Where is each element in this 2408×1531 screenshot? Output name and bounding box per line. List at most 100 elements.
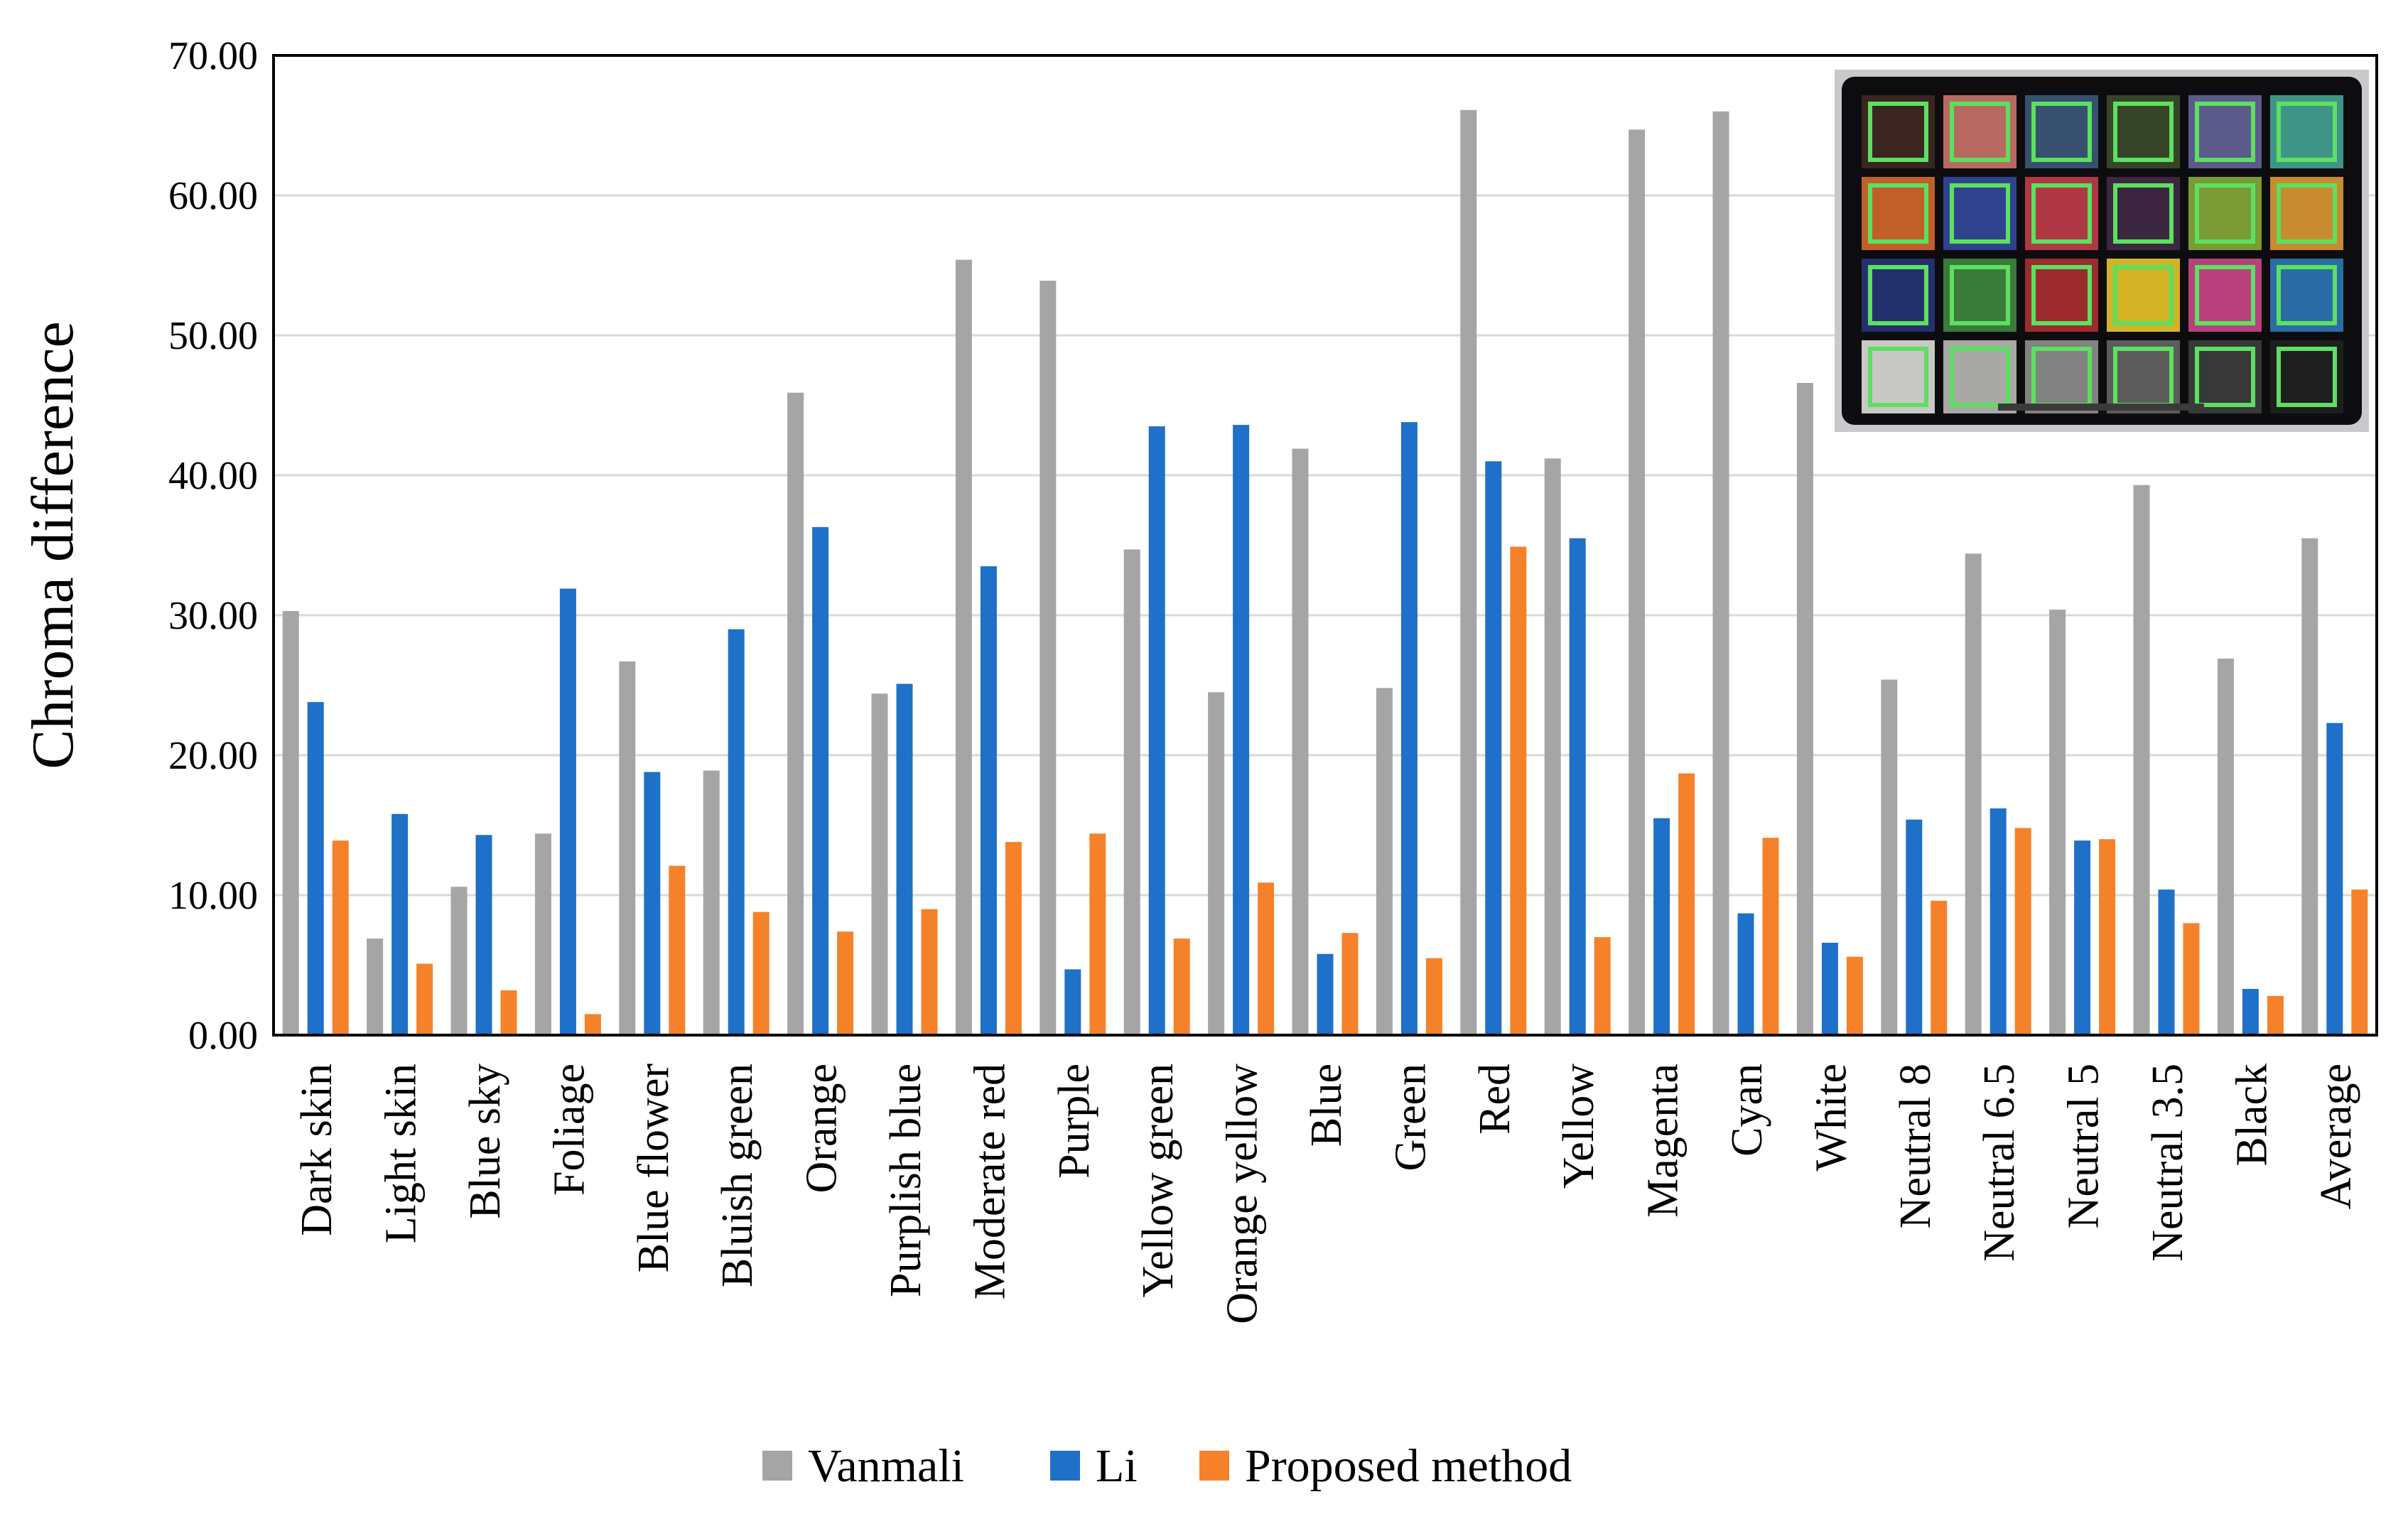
x-category-label: Average	[2312, 1064, 2360, 1209]
bar	[896, 683, 913, 1035]
patch-outline	[1950, 102, 2010, 162]
color-patch	[2188, 95, 2262, 168]
y-axis-title: Chroma difference	[20, 321, 86, 769]
color-patch	[1943, 340, 2016, 413]
color-patch	[2025, 259, 2098, 332]
bar	[1425, 958, 1442, 1035]
bar	[2242, 988, 2259, 1035]
color-patch	[2188, 177, 2262, 250]
patch-outline	[2195, 347, 2255, 407]
x-category-label: Yellow	[1555, 1064, 1603, 1189]
bar	[703, 770, 720, 1035]
patch-outline	[1950, 183, 2010, 244]
y-axis-ticks: 0.00 10.00 20.00 30.00 40.00 50.00 60.00 70.00	[168, 34, 258, 1058]
x-category-label: Neutral 3.5	[2144, 1064, 2192, 1262]
patch-outline	[2113, 183, 2174, 244]
bar	[1064, 969, 1081, 1035]
patch-outline	[2195, 265, 2255, 325]
bar	[1005, 842, 1022, 1035]
x-category-label: Neutral 5	[2060, 1064, 2108, 1228]
bar	[1931, 900, 1948, 1035]
bar	[1989, 808, 2007, 1035]
bar	[669, 865, 686, 1035]
bar	[1569, 538, 1586, 1035]
colorchecker-inset-photo	[1835, 70, 2369, 432]
bar	[1796, 382, 1813, 1035]
y-tick-label: 0.00	[188, 1014, 258, 1058]
y-tick-label: 20.00	[168, 734, 258, 778]
color-patch	[1862, 95, 1935, 168]
legend-swatch	[762, 1451, 792, 1481]
bar	[475, 835, 492, 1035]
x-category-label: Cyan	[1723, 1064, 1771, 1157]
x-axis-category-labels: Dark skin Light skin Blue sky Foliage Blue f…	[293, 1064, 2360, 1324]
color-patch	[1862, 340, 1935, 413]
color-patch	[2270, 95, 2343, 168]
x-category-label: Orange	[798, 1064, 846, 1193]
color-patch	[2107, 95, 2180, 168]
bar	[559, 588, 576, 1035]
bar	[282, 611, 299, 1035]
bar	[367, 938, 384, 1035]
bar	[2217, 659, 2234, 1035]
bar	[1762, 838, 1779, 1035]
color-patch	[2270, 340, 2343, 413]
bar	[980, 566, 997, 1035]
bar	[1208, 692, 1225, 1035]
bar	[2326, 723, 2343, 1035]
x-category-label: Green	[1386, 1064, 1435, 1171]
bar	[752, 911, 770, 1035]
bar	[2014, 828, 2031, 1035]
bar	[1089, 833, 1106, 1035]
x-category-label: Light skin	[377, 1064, 426, 1243]
bar	[2074, 840, 2091, 1035]
bar	[500, 990, 517, 1035]
y-tick-label: 70.00	[168, 34, 258, 78]
patch-outline	[2277, 102, 2337, 162]
patch-outline	[2195, 183, 2255, 244]
bar	[1678, 773, 1695, 1035]
bar	[812, 526, 829, 1035]
x-category-label: Neutral 8	[1891, 1064, 1940, 1228]
bar	[1460, 109, 1477, 1036]
legend-label: Vanmali	[808, 1440, 964, 1492]
patch-outline	[1868, 265, 1928, 325]
color-patch	[1862, 177, 1935, 250]
patch-outline	[2113, 102, 2174, 162]
color-patch	[1862, 259, 1935, 332]
y-tick-label: 10.00	[168, 874, 258, 918]
bar	[1965, 553, 1982, 1035]
patch-outline	[1868, 347, 1928, 407]
x-category-label: Neutral 6.5	[1975, 1064, 2024, 1262]
legend-label: Li	[1096, 1440, 1138, 1492]
patch-outline	[2195, 102, 2255, 162]
bar	[2158, 889, 2175, 1035]
bar	[644, 772, 661, 1035]
patch-outline	[2113, 265, 2174, 325]
y-tick-label: 30.00	[168, 594, 258, 638]
bar	[1594, 937, 1611, 1035]
bar	[1510, 546, 1527, 1035]
bar	[1258, 882, 1275, 1035]
bar	[921, 909, 938, 1035]
patch-outline	[2277, 183, 2337, 244]
plot-area-frame	[272, 54, 2378, 1037]
bar	[787, 392, 804, 1035]
bar	[450, 887, 468, 1035]
bar	[2099, 839, 2116, 1035]
bar	[584, 1014, 601, 1035]
bar	[1737, 913, 1754, 1035]
bar	[332, 840, 349, 1035]
bar	[955, 259, 972, 1035]
bar	[1040, 281, 1057, 1035]
bar	[1233, 425, 1250, 1035]
color-patch	[1943, 177, 2016, 250]
bar	[2301, 538, 2318, 1035]
patch-outline	[2277, 265, 2337, 325]
x-category-label: Purplish blue	[882, 1064, 930, 1297]
patch-outline	[1950, 265, 2010, 325]
bar	[534, 833, 551, 1035]
bar	[1376, 688, 1393, 1035]
patch-outline	[2277, 347, 2337, 407]
bar	[1544, 458, 1561, 1035]
